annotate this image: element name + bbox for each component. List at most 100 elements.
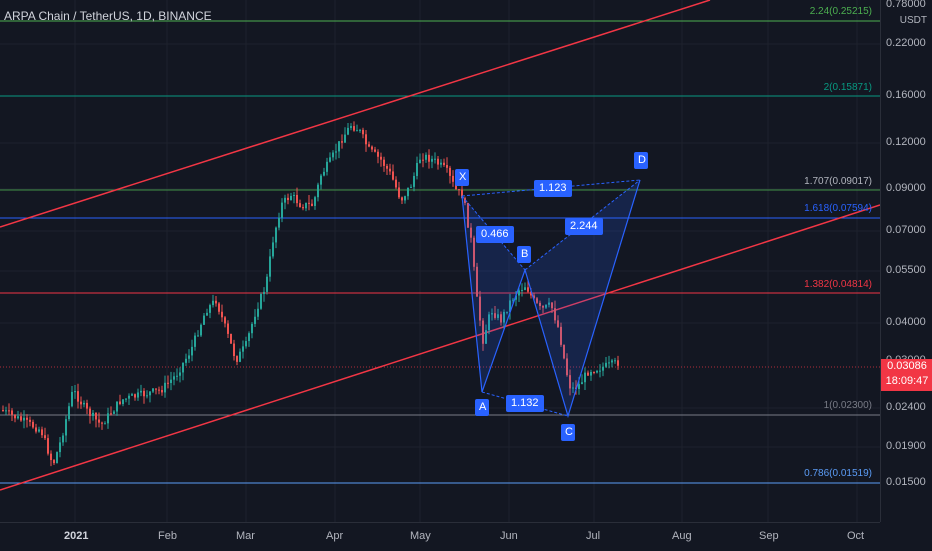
point-label-b[interactable]: B <box>517 246 531 263</box>
candle-body <box>95 412 97 420</box>
candle-body <box>173 376 175 380</box>
candle-body <box>131 394 133 396</box>
fib-label-1.382: 1.382(0.04814) <box>804 279 872 290</box>
candle-body <box>98 419 100 423</box>
candle-body <box>164 382 166 393</box>
candle-body <box>284 197 286 203</box>
time-axis[interactable]: 2021 Feb Mar Apr May Jun Jul Aug Sep Oct <box>0 522 880 551</box>
candle-body <box>83 402 85 405</box>
candle-body <box>269 256 271 277</box>
candle-body <box>371 146 373 150</box>
candle-body <box>422 159 424 161</box>
candle-body <box>374 149 376 152</box>
candle-body <box>263 291 265 295</box>
candle-body <box>485 330 487 344</box>
candle-body <box>215 300 217 304</box>
candle-body <box>476 266 478 297</box>
candle-body <box>401 197 403 201</box>
candle-body <box>56 452 58 464</box>
candle-body <box>29 419 31 422</box>
candle-body <box>602 366 604 371</box>
candle-body <box>584 372 586 383</box>
price-tick: 0.01900 <box>886 440 926 452</box>
candle-body <box>221 311 223 318</box>
ratio-label-abc[interactable]: 1.132 <box>506 395 544 412</box>
candle-body <box>53 460 55 464</box>
price-tick: 0.12000 <box>886 136 926 148</box>
candle-body <box>467 202 469 228</box>
candle-body <box>446 165 448 168</box>
candle-body <box>143 390 145 397</box>
candle-body <box>182 362 184 373</box>
candle-body <box>593 372 595 374</box>
candle-body <box>362 129 364 135</box>
price-unit-label: USDT <box>899 15 927 26</box>
candle-body <box>275 227 277 243</box>
time-tick: Apr <box>326 530 344 542</box>
candle-body <box>191 346 193 356</box>
candle-body <box>209 305 211 313</box>
candle-body <box>230 333 232 344</box>
candle-body <box>386 165 388 169</box>
candle-body <box>458 189 460 191</box>
channel-upper-line <box>0 0 711 228</box>
candle-body <box>167 382 169 384</box>
pattern-triangle-bcd <box>525 180 640 416</box>
ratio-label-xab[interactable]: 0.466 <box>476 226 514 243</box>
candle-body <box>482 320 484 344</box>
candle-body <box>257 308 259 317</box>
candle-body <box>341 141 343 143</box>
trend-channel[interactable] <box>0 0 881 491</box>
fib-label-1.618: 1.618(0.07594) <box>804 203 872 214</box>
bar-countdown: 18:09:47 <box>885 375 929 387</box>
price-tick: 0.22000 <box>886 37 926 49</box>
price-axis[interactable]: 0.78000 USDT 0.22000 0.16000 0.12000 0.0… <box>880 0 932 522</box>
candle-body <box>122 399 124 405</box>
candle-body <box>440 162 442 165</box>
candle-body <box>17 416 19 419</box>
candle-body <box>557 320 559 327</box>
candle-body <box>581 382 583 385</box>
point-label-c[interactable]: C <box>561 424 575 441</box>
point-label-d[interactable]: D <box>634 152 648 169</box>
candle-body <box>533 295 535 299</box>
candle-body <box>608 362 610 364</box>
candle-body <box>605 362 607 367</box>
harmonic-pattern[interactable] <box>461 179 641 419</box>
chart-canvas[interactable] <box>0 0 881 522</box>
candle-body <box>155 388 157 390</box>
candle-body <box>377 151 379 157</box>
candle-body <box>305 202 307 209</box>
point-label-a[interactable]: A <box>475 399 489 416</box>
candle-body <box>614 360 616 362</box>
candle-body <box>509 300 511 312</box>
candle-body <box>590 372 592 376</box>
price-tick: 0.04000 <box>886 316 926 328</box>
chart-area[interactable]: ARPA Chain / TetherUS, 1D, BINANCE 2.24(… <box>0 0 881 522</box>
candle-body <box>8 410 10 412</box>
candle-body <box>185 358 187 363</box>
candle-body <box>443 162 445 166</box>
candle-body <box>308 202 310 204</box>
candle-body <box>437 158 439 165</box>
symbol-title[interactable]: ARPA Chain / TetherUS, 1D, BINANCE <box>4 9 212 23</box>
candle-body <box>23 417 25 421</box>
ratio-label-xad[interactable]: 1.123 <box>534 180 572 197</box>
price-tick: 0.02400 <box>886 401 926 413</box>
candle-body <box>80 401 82 405</box>
ratio-label-bcd[interactable]: 2.244 <box>565 218 603 235</box>
point-label-x[interactable]: X <box>455 169 469 186</box>
candle-body <box>233 343 235 357</box>
candle-body <box>431 158 433 162</box>
candle-body <box>506 311 508 313</box>
candle-body <box>11 410 13 415</box>
candle-body <box>248 333 250 342</box>
candle-body <box>44 435 46 439</box>
fib-lines[interactable] <box>0 20 880 484</box>
candle-body <box>569 375 571 389</box>
candle-body <box>473 237 475 267</box>
candle-body <box>527 287 529 292</box>
candle-body <box>413 175 415 187</box>
candle-body <box>74 391 76 393</box>
candle-body <box>521 289 523 291</box>
